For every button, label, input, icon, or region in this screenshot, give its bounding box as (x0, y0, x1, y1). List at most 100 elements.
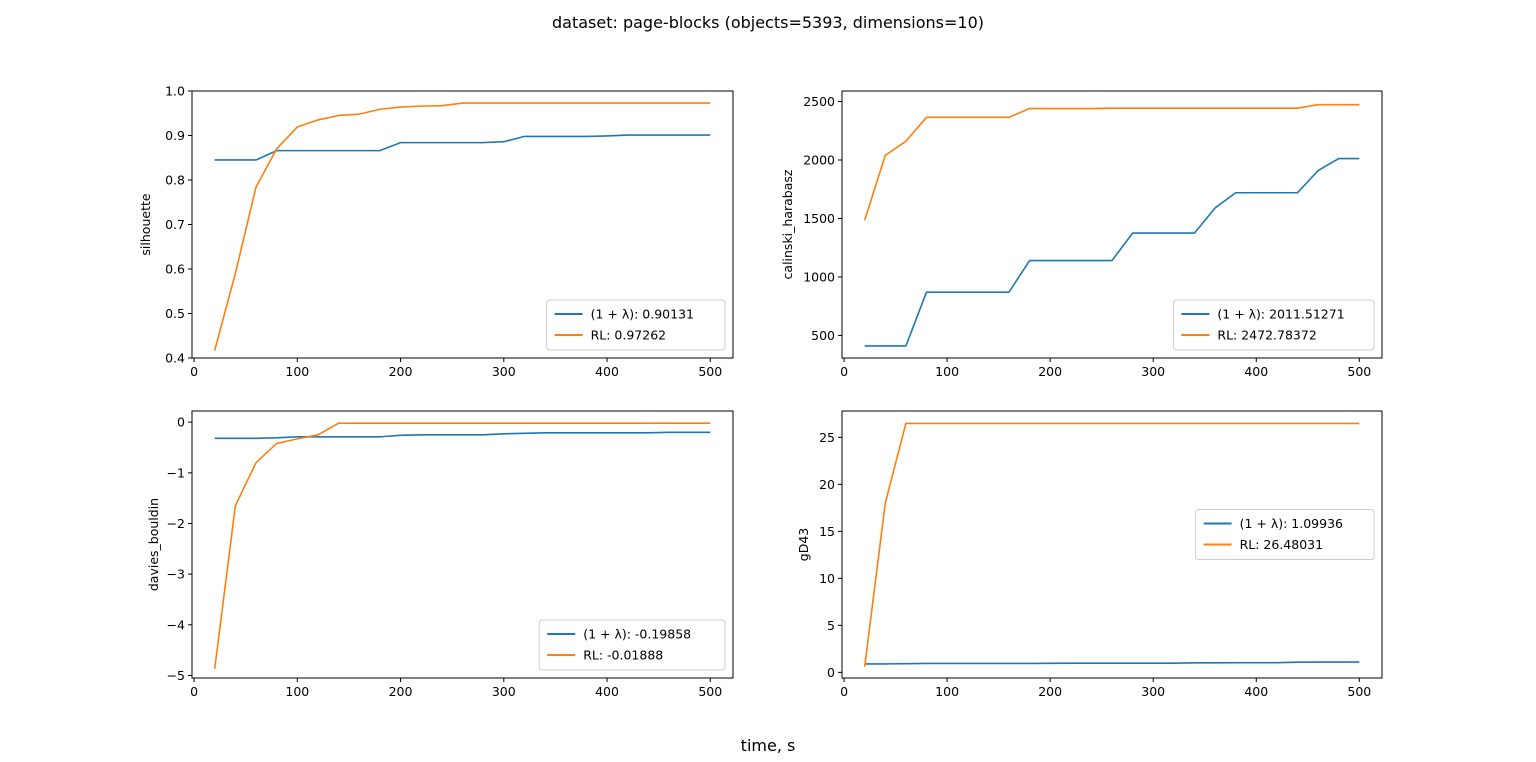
series-line-0 (864, 157, 1360, 347)
x-tick-label: 500 (698, 364, 722, 379)
x-tick-label: 500 (1347, 684, 1371, 699)
legend: (1 + λ): 2011.51271 RL: 2472.78372 (1172, 299, 1375, 351)
x-tick-label: 400 (1244, 684, 1268, 699)
y-tick: 10 (819, 571, 842, 586)
x-tick: 0 (190, 678, 198, 699)
y-tick-label: −4 (167, 617, 185, 632)
series-line-1 (863, 103, 1360, 221)
y-tick-label: −5 (167, 668, 185, 683)
y-axis-label: calinski_harabasz (780, 169, 795, 279)
x-tick: 0 (190, 358, 198, 379)
x-tick: 200 (1038, 678, 1062, 699)
y-tick: −4 (167, 617, 192, 632)
x-tick: 500 (698, 678, 722, 699)
calinski-harabasz-chart: 0 100 200 300 400 500 500 1000 1500 2000 2500 calin… (780, 90, 1383, 379)
y-tick-label: 0.8 (165, 173, 185, 188)
x-tick: 100 (285, 358, 309, 379)
y-tick: 0 (827, 665, 842, 680)
y-tick-label: 0 (177, 415, 185, 430)
x-tick: 200 (389, 678, 413, 699)
y-tick: 1500 (803, 211, 842, 226)
series-line-1 (213, 422, 711, 669)
x-tick-label: 100 (935, 684, 959, 699)
y-tick: 5 (827, 618, 842, 633)
y-tick: 1.0 (165, 84, 192, 99)
axes-frame (841, 90, 1383, 359)
series-line-0 (214, 134, 711, 161)
y-tick: 0.5 (165, 306, 192, 321)
legend-label: RL: 26.48031 (1240, 537, 1323, 552)
legend: (1 + λ): 1.09936 RL: 26.48031 (1195, 509, 1375, 560)
legend-box (538, 619, 726, 671)
y-tick: 20 (819, 477, 842, 492)
x-tick-label: 200 (1038, 364, 1062, 379)
y-tick-label: 0 (827, 665, 835, 680)
y-tick: 0.7 (165, 217, 192, 232)
legend: (1 + λ): -0.19858 RL: -0.01888 (538, 619, 726, 671)
y-axis-label: davies_bouldin (146, 498, 161, 591)
x-tick-label: 300 (492, 364, 516, 379)
x-tick: 500 (1347, 678, 1371, 699)
y-tick-label: 10 (819, 571, 835, 586)
series-line-0 (864, 661, 1360, 665)
x-tick-label: 500 (1347, 364, 1371, 379)
y-tick-label: 0.9 (165, 128, 185, 143)
y-tick: 0.8 (165, 173, 192, 188)
y-axis-label: gD43 (796, 528, 811, 561)
y-tick-label: −3 (167, 567, 185, 582)
x-tick-label: 300 (492, 684, 516, 699)
x-tick-label: 0 (840, 684, 848, 699)
y-tick: 15 (819, 524, 842, 539)
y-tick-label: 15 (819, 524, 835, 539)
x-tick: 400 (1244, 358, 1268, 379)
x-tick: 100 (285, 678, 309, 699)
y-tick: 2500 (803, 94, 842, 109)
y-tick-label: 25 (819, 430, 835, 445)
gd43-chart: 0 100 200 300 400 500 0 5 10 15 20 25 gD43 (1 + λ): 1… (796, 410, 1383, 699)
y-axis-label: silhouette (138, 193, 153, 255)
x-tick: 300 (492, 358, 516, 379)
legend-box (546, 299, 726, 351)
y-tick: 0 (177, 415, 192, 430)
y-tick-label: 0.4 (165, 351, 185, 366)
x-tick: 0 (840, 358, 848, 379)
legend-label: (1 + λ): 1.09936 (1240, 516, 1343, 531)
y-tick: −2 (167, 516, 192, 531)
x-tick-label: 0 (190, 364, 198, 379)
axes-frame (191, 410, 734, 679)
y-tick-label: 1.0 (165, 84, 185, 99)
y-tick-label: 2000 (803, 153, 835, 168)
figure-xlabel: time, s (741, 736, 796, 755)
legend-label: RL: 2472.78372 (1217, 328, 1316, 343)
y-tick-label: −2 (167, 516, 185, 531)
x-tick: 100 (935, 358, 959, 379)
y-tick-label: 500 (811, 328, 835, 343)
y-tick: 0.6 (165, 262, 192, 277)
y-tick-label: 20 (819, 477, 835, 492)
x-tick-label: 300 (1141, 364, 1165, 379)
y-tick: 0.4 (165, 351, 192, 366)
y-tick: 0.9 (165, 128, 192, 143)
legend-label: (1 + λ): 0.90131 (591, 307, 694, 322)
legend-label: RL: 0.97262 (591, 328, 667, 343)
legend-label: RL: -0.01888 (583, 648, 663, 663)
y-tick: 500 (811, 328, 842, 343)
x-tick-label: 400 (595, 684, 619, 699)
x-tick-label: 0 (840, 364, 848, 379)
y-tick-label: 0.5 (165, 306, 185, 321)
x-tick-label: 200 (1038, 684, 1062, 699)
series-line-1 (863, 422, 1360, 667)
x-tick-label: 500 (698, 684, 722, 699)
x-tick: 300 (492, 678, 516, 699)
y-tick-label: 0.7 (165, 217, 185, 232)
legend-label: (1 + λ): 2011.51271 (1217, 307, 1344, 322)
x-tick-label: 400 (1244, 364, 1268, 379)
x-tick: 200 (389, 358, 413, 379)
x-tick: 400 (1244, 678, 1268, 699)
x-tick: 100 (935, 678, 959, 699)
legend-box (1195, 509, 1375, 560)
y-tick-label: 2500 (803, 94, 835, 109)
x-tick: 400 (595, 678, 619, 699)
y-tick: −1 (167, 465, 192, 480)
y-tick-label: 1000 (803, 269, 835, 284)
